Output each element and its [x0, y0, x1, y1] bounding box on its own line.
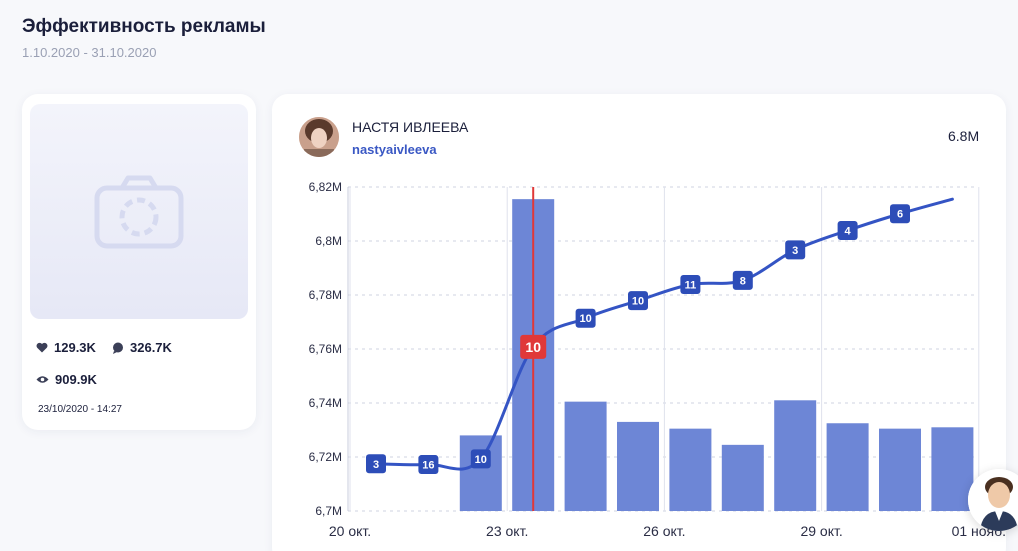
bar	[459, 435, 502, 511]
badge	[366, 454, 386, 474]
badge-label: 11	[685, 279, 697, 291]
total-followers: 6.8M	[948, 128, 980, 144]
badge-label: 10	[632, 296, 644, 308]
views-stat: 909.9K	[36, 372, 97, 387]
creator-name: НАСТЯ ИВЛЕЕВА	[352, 119, 469, 135]
likes-stat: 129.3K	[36, 340, 96, 355]
x-tick-label: 26 окт.	[643, 523, 685, 539]
x-tick-label: 23 окт.	[486, 523, 528, 539]
comment-icon	[113, 342, 123, 354]
date-range: 1.10.2020 - 31.10.2020	[22, 45, 157, 60]
followers-chart[interactable]: 3 16 10 10 10 10 11 8 3 4 6 6,82M 6,8M 6,78M 6,76M 6,7…	[272, 170, 1006, 551]
y-tick-label: 6,78M	[309, 288, 342, 302]
heart-icon	[36, 342, 48, 353]
badge-label: 10	[475, 454, 487, 466]
bar	[617, 421, 659, 511]
badge	[732, 270, 753, 290]
post-date: 23/10/2020 - 14:27	[38, 404, 122, 415]
bar	[931, 427, 974, 511]
post-image-placeholder	[30, 104, 248, 319]
y-tick-label: 6,8M	[315, 234, 342, 248]
badge-label: 4	[845, 225, 852, 237]
comments-stat: 326.7K	[112, 340, 172, 355]
bar	[774, 400, 817, 511]
badge-highlight	[520, 334, 547, 359]
bar	[721, 444, 764, 511]
bar	[669, 428, 712, 511]
likes-count: 129.3K	[54, 340, 96, 355]
comments-count: 326.7K	[130, 340, 172, 355]
badge	[575, 308, 596, 328]
post-card[interactable]: 129.3K 326.7K 909.9K 23/10/2020 - 14:27	[22, 94, 256, 430]
x-tick-label: 20 окт.	[329, 523, 371, 539]
badge-label: 10	[579, 313, 591, 325]
x-tick-label: 29 окт.	[800, 523, 842, 539]
badge	[628, 291, 648, 311]
bar	[564, 401, 607, 511]
badge-label: 10	[525, 339, 541, 355]
badge-label: 3	[373, 459, 379, 471]
badge	[785, 240, 806, 260]
badge	[680, 274, 701, 294]
bar	[879, 428, 921, 511]
badge	[418, 455, 439, 475]
y-tick-label: 6,74M	[309, 396, 342, 410]
badge-label: 8	[740, 275, 746, 287]
badge	[837, 220, 858, 240]
badge-label: 3	[792, 245, 798, 257]
y-tick-label: 6,76M	[309, 342, 342, 356]
badge	[890, 204, 910, 224]
badge-label: 6	[897, 209, 903, 221]
views-count: 909.9K	[55, 372, 97, 387]
support-chat-avatar[interactable]	[968, 469, 1018, 531]
y-tick-label: 6,72M	[309, 450, 342, 464]
eye-icon	[36, 376, 49, 383]
camera-icon	[94, 175, 184, 248]
badge	[470, 449, 491, 469]
creator-handle[interactable]: nastyaivleeva	[352, 142, 437, 157]
page-title: Эффективность рекламы	[22, 16, 266, 37]
y-tick-label: 6,82M	[309, 180, 342, 194]
y-tick-label: 6,7M	[315, 504, 342, 518]
bar	[826, 423, 869, 511]
badge-label: 16	[422, 460, 434, 472]
creator-avatar[interactable]	[299, 117, 339, 157]
